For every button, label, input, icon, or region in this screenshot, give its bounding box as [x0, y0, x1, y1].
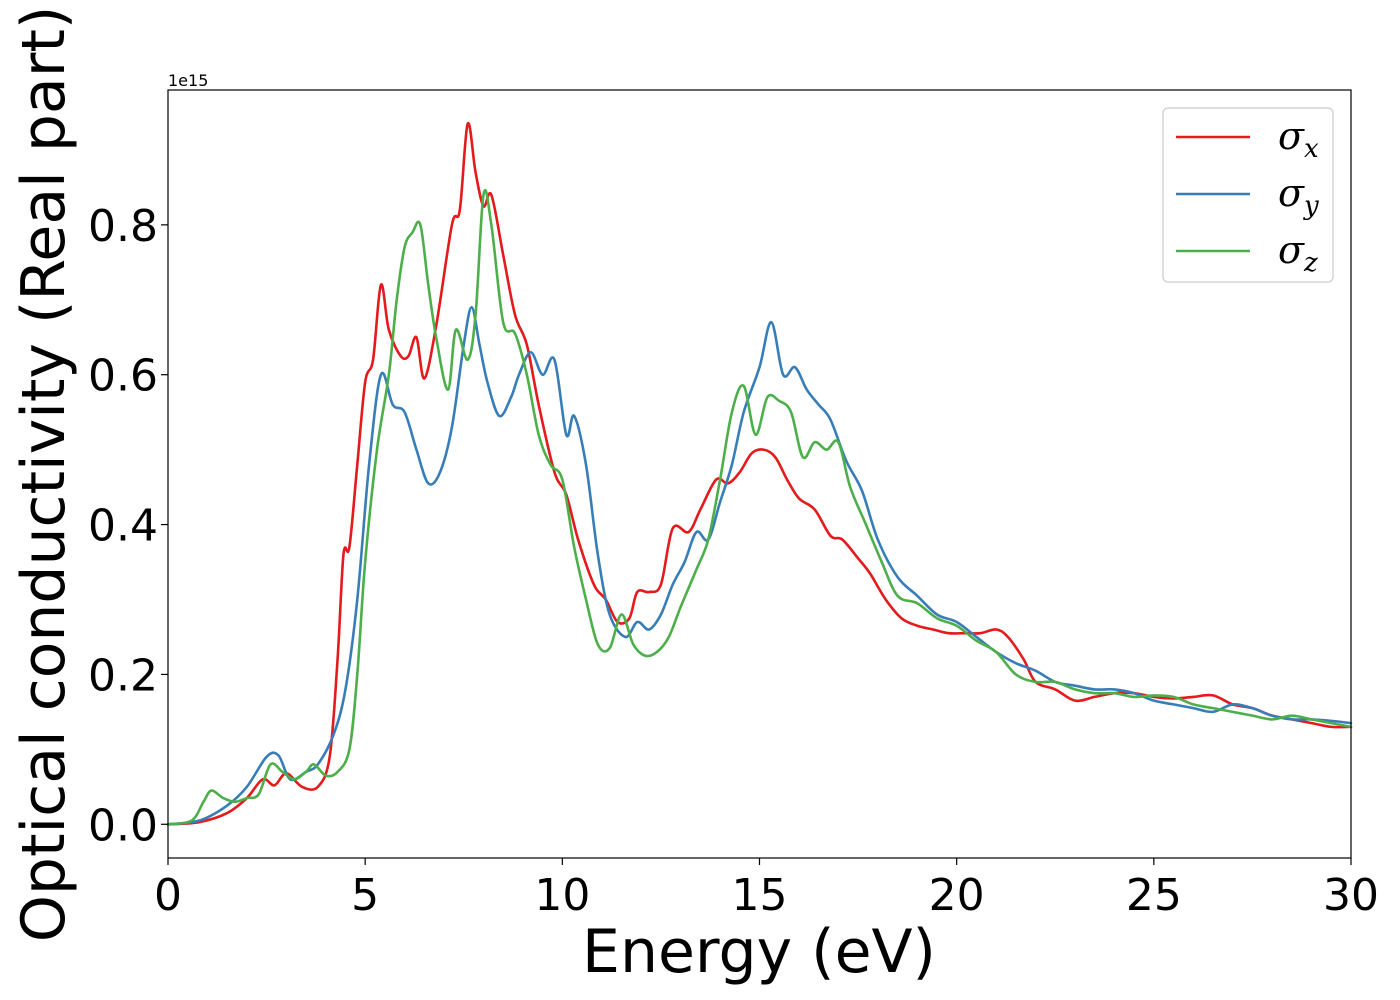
series-line-y: [166, 305, 1353, 826]
x-axis: 0 5 10 15 20 25 30: [154, 858, 1379, 921]
y-tick-label: 0.6: [88, 351, 158, 402]
x-axis-label: Energy (eV): [582, 917, 936, 987]
y-tick-label: 0.2: [88, 650, 158, 701]
series-line-z: [166, 188, 1353, 826]
series-line-x: [166, 122, 1353, 826]
x-tick-label: 25: [1126, 870, 1182, 921]
legend-label-y: σy: [1278, 171, 1319, 221]
x-tick-label: 20: [929, 870, 985, 921]
x-tick-label: 10: [534, 870, 590, 921]
x-tick-label: 5: [351, 870, 379, 921]
x-tick-label: 0: [154, 870, 182, 921]
legend: σx σy σz: [1162, 107, 1334, 283]
y-tick-label: 0.4: [88, 501, 158, 552]
legend-label-z: σz: [1278, 228, 1318, 278]
y-axis: 0.0 0.2 0.4 0.6 0.8: [88, 201, 168, 851]
plot-lines: [166, 122, 1353, 826]
y-tick-label: 0.8: [88, 201, 158, 252]
y-tick-label: 0.0: [88, 800, 158, 851]
y-offset-label: 1e15: [168, 71, 208, 90]
x-tick-label: 30: [1323, 870, 1379, 921]
legend-label-x: σx: [1278, 114, 1319, 164]
x-tick-label: 15: [732, 870, 788, 921]
y-axis-label: Optical conductivity (Real part): [9, 6, 79, 943]
